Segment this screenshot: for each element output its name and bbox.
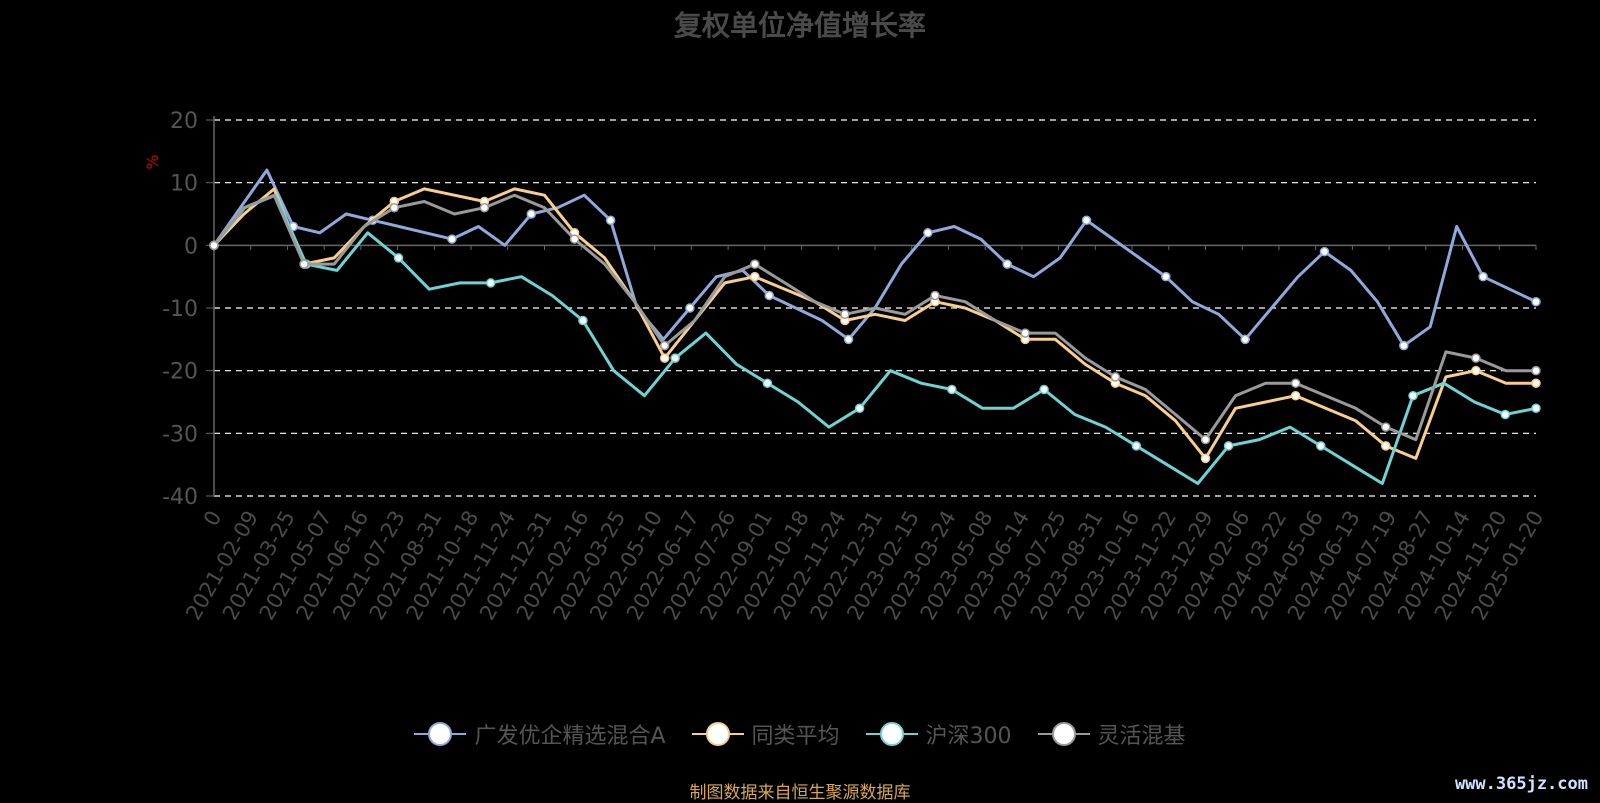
y-axis-label: % xyxy=(143,154,162,169)
data-point-2 xyxy=(1316,441,1326,451)
series-line-1 xyxy=(212,187,1536,460)
data-point-0 xyxy=(1161,271,1171,282)
data-point-3 xyxy=(209,240,219,251)
data-point-2 xyxy=(854,403,865,414)
y-tick-label: -30 xyxy=(162,422,198,447)
legend-label-fund: 广发优企精选混合A xyxy=(474,724,666,749)
data-point-2 xyxy=(1500,409,1511,420)
data-point-1 xyxy=(1471,365,1481,376)
legend-symbol-peer-avg xyxy=(691,722,744,746)
legend-symbol-flex-mix xyxy=(1037,722,1090,746)
series-line-3 xyxy=(212,193,1536,442)
data-point-2 xyxy=(1408,390,1418,401)
data-point-2 xyxy=(670,353,680,363)
data-point-3 xyxy=(1531,365,1541,376)
data-point-2 xyxy=(1039,384,1049,395)
data-point-2 xyxy=(1223,441,1234,451)
legend-label-csi300: 沪深300 xyxy=(925,724,1012,749)
data-point-1 xyxy=(750,271,760,282)
data-point-3 xyxy=(1020,328,1030,338)
data-point-0 xyxy=(1478,271,1488,282)
data-point-2 xyxy=(1531,403,1541,414)
data-point-3 xyxy=(1200,434,1211,445)
data-point-2 xyxy=(393,253,404,263)
legend-symbol-fund xyxy=(414,722,467,746)
data-point-2 xyxy=(578,315,588,326)
data-point-3 xyxy=(299,259,309,269)
data-point-1 xyxy=(1200,453,1211,464)
data-point-0 xyxy=(1240,334,1250,345)
data-point-1 xyxy=(1381,441,1391,451)
data-source-note: 制图数据来自恒生聚源数据库 xyxy=(689,783,911,803)
legend-symbol-csi300 xyxy=(865,722,918,746)
data-point-3 xyxy=(1290,378,1301,388)
data-point-2 xyxy=(1131,441,1142,451)
data-point-2 xyxy=(947,384,957,395)
data-point-1 xyxy=(1531,378,1541,388)
data-point-0 xyxy=(526,209,537,219)
data-point-2 xyxy=(485,278,496,288)
data-point-0 xyxy=(1319,246,1330,257)
y-tick-label: -10 xyxy=(162,297,198,322)
data-point-3 xyxy=(659,340,670,351)
data-point-0 xyxy=(764,290,774,301)
data-point-3 xyxy=(389,202,400,213)
y-tick-label: -40 xyxy=(162,485,198,510)
legend-label-flex-mix: 灵活混基 xyxy=(1097,724,1186,749)
data-point-0 xyxy=(447,234,457,244)
data-point-3 xyxy=(1471,353,1481,363)
data-point-0 xyxy=(685,303,695,313)
y-tick-label: -20 xyxy=(162,360,198,385)
data-point-0 xyxy=(1081,215,1092,226)
data-point-0 xyxy=(1531,296,1541,307)
data-point-0 xyxy=(843,334,854,345)
data-point-3 xyxy=(1110,372,1121,382)
data-point-3 xyxy=(479,202,490,213)
legend-label-peer-avg: 同类平均 xyxy=(751,724,840,749)
legend-item-fund[interactable]: 广发优企精选混合A xyxy=(414,718,666,750)
data-point-0 xyxy=(923,228,933,238)
x-tick-label: 0 xyxy=(199,507,226,531)
data-point-2 xyxy=(762,378,773,388)
y-tick-label: 20 xyxy=(170,109,198,134)
y-tick-label: 10 xyxy=(170,172,198,197)
data-point-3 xyxy=(750,259,760,269)
data-point-0 xyxy=(1399,340,1409,351)
legend-item-peer-avg[interactable]: 同类平均 xyxy=(691,718,840,750)
data-point-0 xyxy=(605,215,616,226)
legend-item-flex-mix[interactable]: 灵活混基 xyxy=(1037,718,1186,750)
chart-title: 复权单位净值增长率 xyxy=(673,9,926,42)
data-point-1 xyxy=(659,353,670,363)
data-point-3 xyxy=(1381,422,1391,432)
series-line-2 xyxy=(212,193,1537,485)
y-tick-label: 0 xyxy=(184,234,198,259)
data-point-0 xyxy=(1002,259,1012,269)
data-point-3 xyxy=(840,309,850,320)
legend: 广发优企精选混合A 同类平均 沪深300 灵活混基 xyxy=(0,718,1600,750)
watermark: www.365jz.com xyxy=(1454,774,1588,794)
data-point-3 xyxy=(930,290,940,301)
legend-item-csi300[interactable]: 沪深300 xyxy=(865,718,1012,750)
data-point-1 xyxy=(1290,390,1301,401)
series-line-0 xyxy=(212,168,1537,348)
data-point-3 xyxy=(569,234,580,244)
